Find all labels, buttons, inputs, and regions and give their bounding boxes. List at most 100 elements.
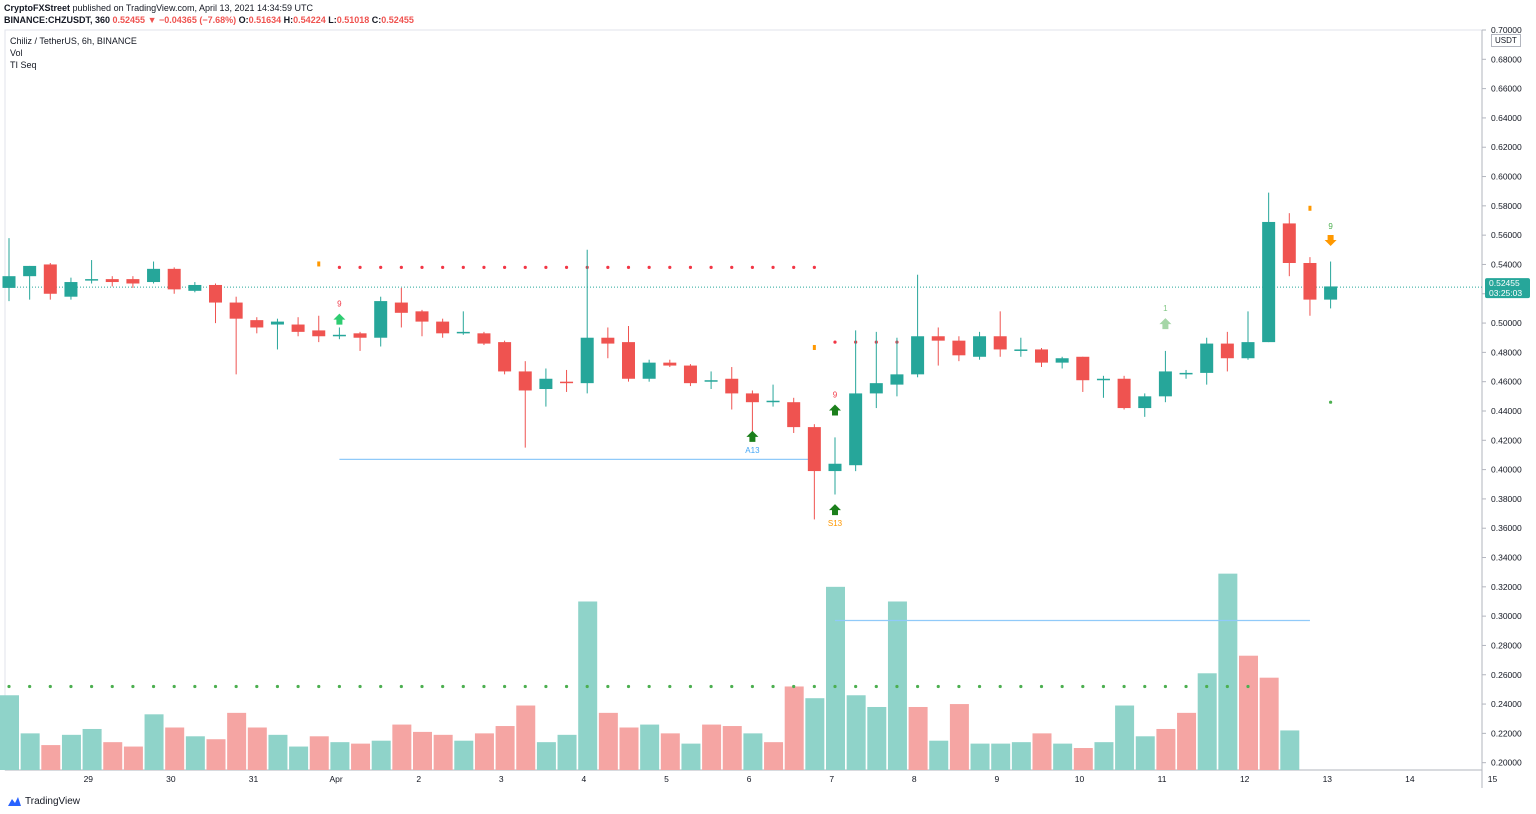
volume-bar — [598, 712, 618, 770]
signal-dot — [358, 265, 362, 269]
candle-body — [1303, 262, 1317, 300]
candle-body — [931, 336, 945, 341]
y-tick-label: 0.58000 — [1491, 201, 1522, 211]
signal-dot — [523, 265, 527, 269]
signal-dot — [275, 684, 280, 689]
signal-dot — [1246, 684, 1250, 689]
cloud-icon — [8, 797, 21, 806]
volume-bar — [103, 742, 123, 770]
candle-body — [1200, 343, 1214, 373]
down-triangle-icon: ▼ — [147, 15, 157, 25]
signal-dot — [110, 684, 114, 689]
legend-title[interactable]: Chiliz / TetherUS, 6h, BINANCE — [10, 36, 137, 46]
publish-text: published on TradingView.com, April 13, … — [72, 3, 314, 13]
candle-body — [1076, 356, 1090, 381]
x-tick-label: 4 — [582, 774, 587, 784]
signal-dot — [1101, 684, 1106, 689]
x-tick-label: 30 — [166, 774, 176, 784]
volume-bar — [702, 724, 722, 770]
signal-dot — [874, 684, 878, 689]
volume-bar — [1011, 742, 1031, 770]
volume-bar — [309, 736, 329, 770]
signal-dot — [626, 265, 631, 269]
candle-body — [477, 333, 491, 344]
signal-dot — [854, 684, 858, 689]
candle-body — [332, 334, 346, 337]
candle-body — [1262, 221, 1276, 343]
legend-vol[interactable]: Vol — [10, 48, 23, 58]
signal-dot — [688, 684, 693, 689]
y-tick-label: 0.62000 — [1491, 142, 1522, 152]
candle-body — [498, 342, 512, 372]
candle-body — [911, 336, 925, 375]
signal-dot — [296, 684, 300, 689]
signal-dot — [564, 684, 569, 689]
signal-dot — [688, 265, 693, 269]
volume-bar — [949, 704, 969, 770]
volume-bar — [1053, 743, 1073, 770]
y-tick-label: 0.28000 — [1491, 640, 1522, 650]
x-tick-label: 29 — [84, 774, 94, 784]
candle-body — [270, 321, 284, 325]
x-tick-label: 11 — [1158, 774, 1167, 784]
candle-body — [167, 268, 181, 290]
signal-dot — [1081, 684, 1085, 689]
y-tick-label: 0.38000 — [1491, 494, 1522, 504]
legend-indicator[interactable]: TI Seq — [10, 60, 37, 70]
y-tick-label: 0.40000 — [1491, 465, 1522, 475]
candle-body — [663, 362, 677, 366]
candle-body — [126, 279, 140, 284]
candle-body — [1241, 342, 1255, 359]
volume-bar — [247, 727, 267, 770]
volume-bar — [929, 740, 949, 770]
y-tick-label: 0.32000 — [1491, 582, 1522, 592]
volume-bar — [0, 695, 19, 770]
candle-body — [539, 378, 553, 390]
signal-dot — [730, 265, 734, 269]
volume-bar — [351, 743, 371, 770]
volume-bar — [1239, 655, 1258, 770]
x-tick-label: 6 — [747, 774, 752, 784]
signal-dot — [1122, 684, 1126, 689]
volume-bar — [371, 740, 391, 770]
signal-dot — [606, 265, 610, 269]
signal-dot — [1143, 684, 1147, 689]
candle-body — [23, 265, 37, 277]
volume-bar — [1115, 705, 1135, 770]
volume-bar — [743, 733, 763, 770]
open-label: O: — [238, 15, 249, 25]
candle-body — [209, 284, 222, 303]
low-value: 0.51018 — [336, 15, 370, 25]
signal-dot — [668, 684, 672, 689]
x-tick-label: 8 — [912, 774, 917, 784]
signal-dot — [771, 265, 775, 269]
candle-body — [890, 374, 904, 385]
volume-bar — [289, 746, 309, 770]
volume-bar — [536, 742, 556, 770]
signal-dot — [730, 684, 734, 689]
candle-body — [1014, 349, 1028, 351]
signal-dot — [709, 684, 713, 689]
volume-bar — [454, 740, 474, 770]
currency-label[interactable]: USDT — [1491, 34, 1521, 47]
tradingview-branding[interactable]: TradingView — [4, 795, 80, 807]
signal-dot — [1184, 684, 1188, 689]
signal-dot — [833, 340, 837, 344]
signal-label: 9 — [337, 300, 342, 309]
candle-body — [725, 378, 739, 394]
up-arrow-icon — [829, 404, 841, 416]
candle-body — [85, 279, 99, 281]
signal-dot — [1019, 684, 1023, 689]
candle-body — [415, 311, 429, 322]
signal-dot — [957, 684, 961, 689]
candle-body — [312, 330, 326, 337]
flag-icon — [812, 344, 816, 350]
signal-dot — [998, 684, 1002, 689]
signal-dot — [482, 684, 486, 689]
signal-dot — [1225, 684, 1229, 689]
candle-body — [869, 383, 883, 394]
signal-dot — [461, 265, 465, 269]
x-tick-label: 2 — [416, 774, 421, 784]
candle-body — [374, 301, 388, 338]
plot-frame — [4, 29, 1483, 771]
